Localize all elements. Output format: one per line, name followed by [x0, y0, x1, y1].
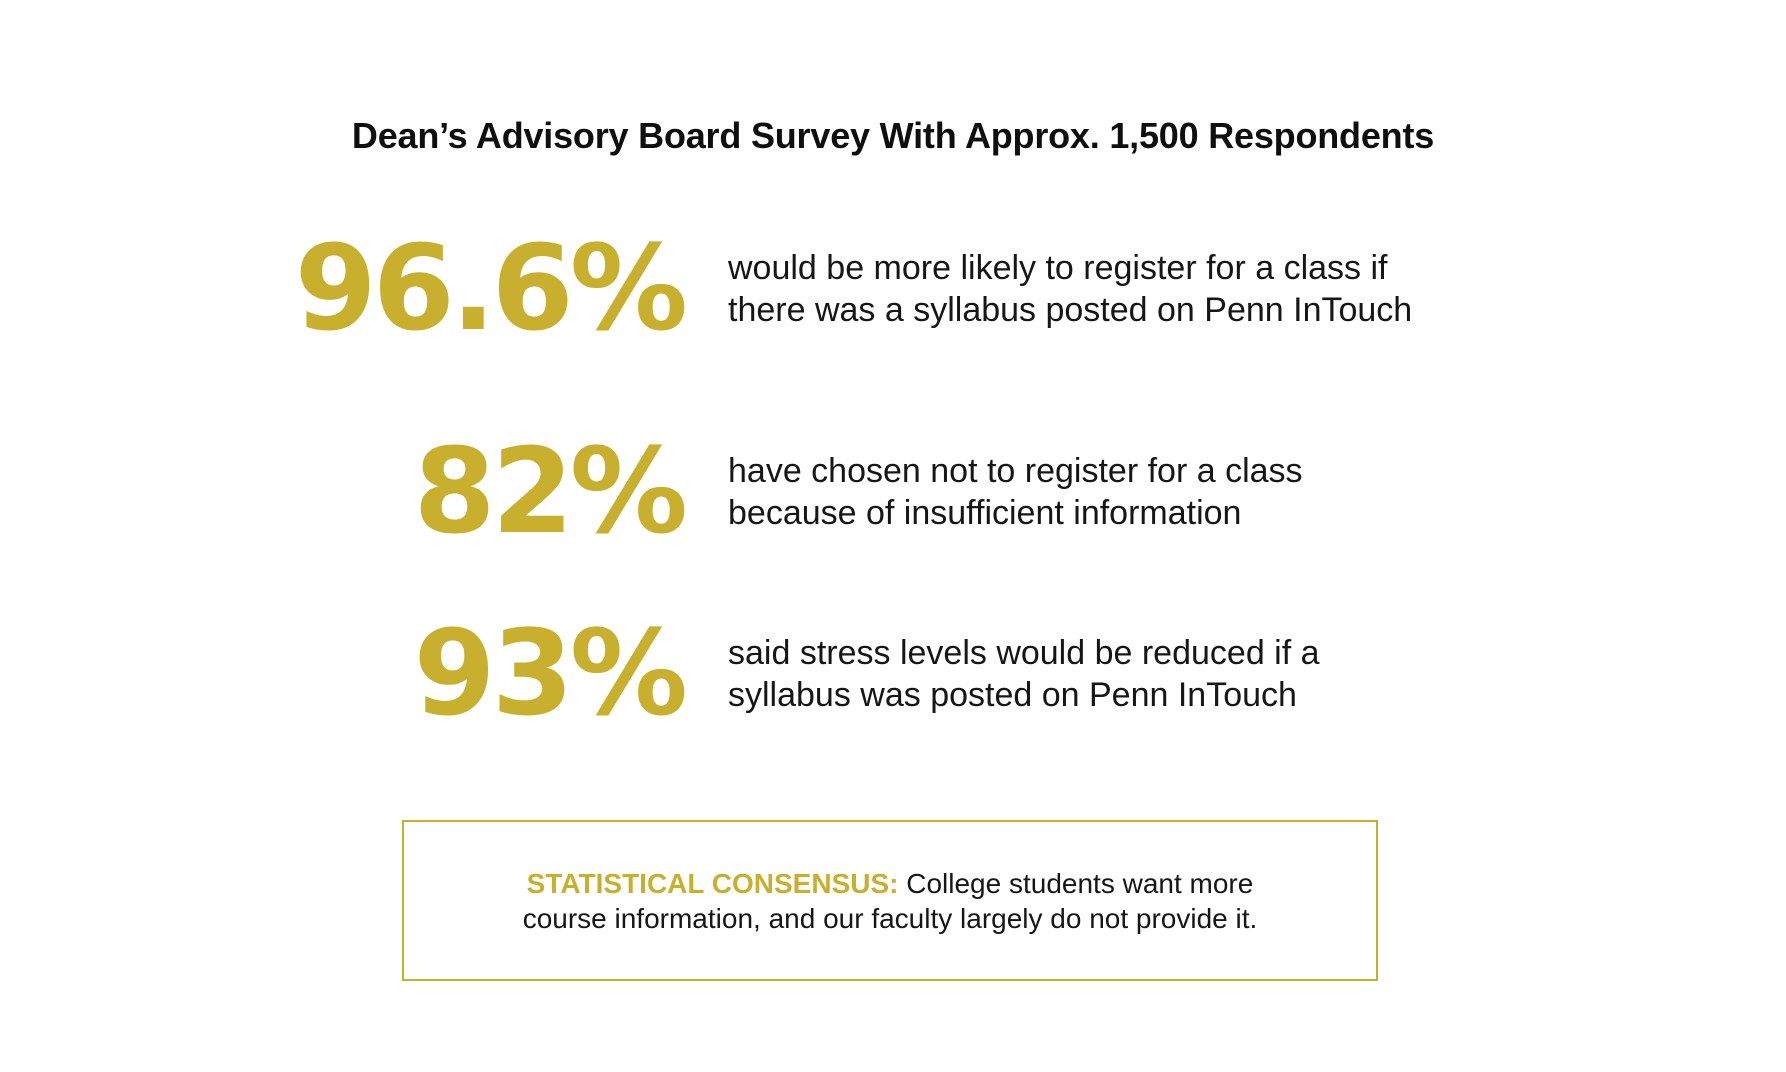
- stat-description-line: because of insufficient information: [728, 494, 1242, 532]
- consensus-text: STATISTICAL CONSENSUS: College students …: [523, 866, 1258, 936]
- consensus-box: STATISTICAL CONSENSUS: College students …: [402, 820, 1378, 981]
- stat-value: 93%: [413, 604, 688, 742]
- stat-description: have chosen not to register for a class …: [728, 450, 1488, 534]
- stat-description: said stress levels would be reduced if a…: [728, 632, 1488, 716]
- consensus-text-line-1: College students want more: [906, 867, 1254, 899]
- consensus-text-line-2: course information, and our faculty larg…: [522, 902, 1258, 934]
- consensus-line-1: STATISTICAL CONSENSUS: College students …: [523, 866, 1258, 901]
- stat-value: 96.6%: [294, 219, 688, 357]
- stat-description-line: have chosen not to register for a class: [728, 452, 1303, 490]
- page-title: Dean’s Advisory Board Survey With Approx…: [351, 115, 1435, 156]
- stat-description-line: there was a syllabus posted on Penn InTo…: [728, 291, 1413, 329]
- stat-description-line: said stress levels would be reduced if a: [728, 634, 1320, 672]
- consensus-label: STATISTICAL CONSENSUS:: [526, 867, 899, 899]
- stat-description-line: syllabus was posted on Penn InTouch: [728, 676, 1297, 714]
- stat-value: 82%: [413, 422, 688, 560]
- stat-description-line: would be more likely to register for a c…: [728, 249, 1388, 287]
- stat-description: would be more likely to register for a c…: [728, 247, 1488, 331]
